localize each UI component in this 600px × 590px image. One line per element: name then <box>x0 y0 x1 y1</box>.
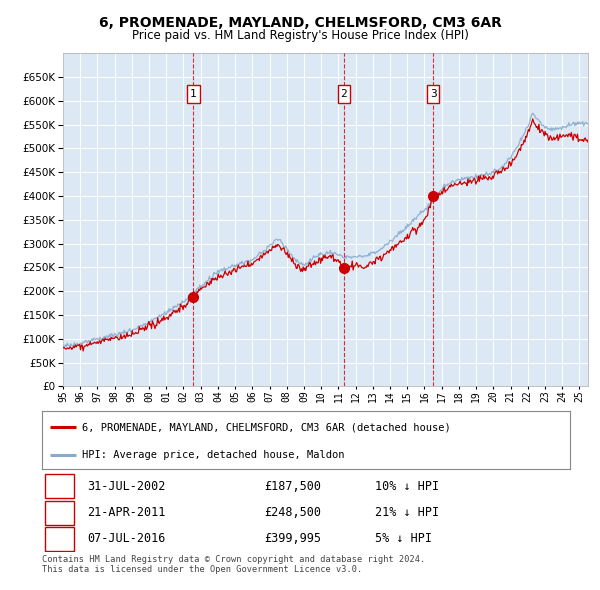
Text: 1: 1 <box>190 88 197 99</box>
Text: 1: 1 <box>56 480 63 493</box>
FancyBboxPatch shape <box>338 84 350 103</box>
FancyBboxPatch shape <box>44 527 74 551</box>
Text: 07-JUL-2016: 07-JUL-2016 <box>87 532 165 545</box>
Text: 6, PROMENADE, MAYLAND, CHELMSFORD, CM3 6AR: 6, PROMENADE, MAYLAND, CHELMSFORD, CM3 6… <box>98 16 502 30</box>
Text: £248,500: £248,500 <box>264 506 321 519</box>
Text: 6, PROMENADE, MAYLAND, CHELMSFORD, CM3 6AR (detached house): 6, PROMENADE, MAYLAND, CHELMSFORD, CM3 6… <box>82 422 451 432</box>
Text: £399,995: £399,995 <box>264 532 321 545</box>
Text: 10% ↓ HPI: 10% ↓ HPI <box>374 480 439 493</box>
Text: 31-JUL-2002: 31-JUL-2002 <box>87 480 165 493</box>
Text: £187,500: £187,500 <box>264 480 321 493</box>
Text: 2: 2 <box>56 506 63 519</box>
Text: 2: 2 <box>340 88 347 99</box>
Text: 5% ↓ HPI: 5% ↓ HPI <box>374 532 431 545</box>
FancyBboxPatch shape <box>44 501 74 525</box>
Text: 3: 3 <box>56 532 63 545</box>
Text: 21-APR-2011: 21-APR-2011 <box>87 506 165 519</box>
Text: 3: 3 <box>430 88 437 99</box>
Text: 21% ↓ HPI: 21% ↓ HPI <box>374 506 439 519</box>
FancyBboxPatch shape <box>44 474 74 499</box>
Text: HPI: Average price, detached house, Maldon: HPI: Average price, detached house, Mald… <box>82 450 344 460</box>
Text: Contains HM Land Registry data © Crown copyright and database right 2024.
This d: Contains HM Land Registry data © Crown c… <box>42 555 425 574</box>
FancyBboxPatch shape <box>427 84 439 103</box>
FancyBboxPatch shape <box>187 84 199 103</box>
Text: Price paid vs. HM Land Registry's House Price Index (HPI): Price paid vs. HM Land Registry's House … <box>131 30 469 42</box>
